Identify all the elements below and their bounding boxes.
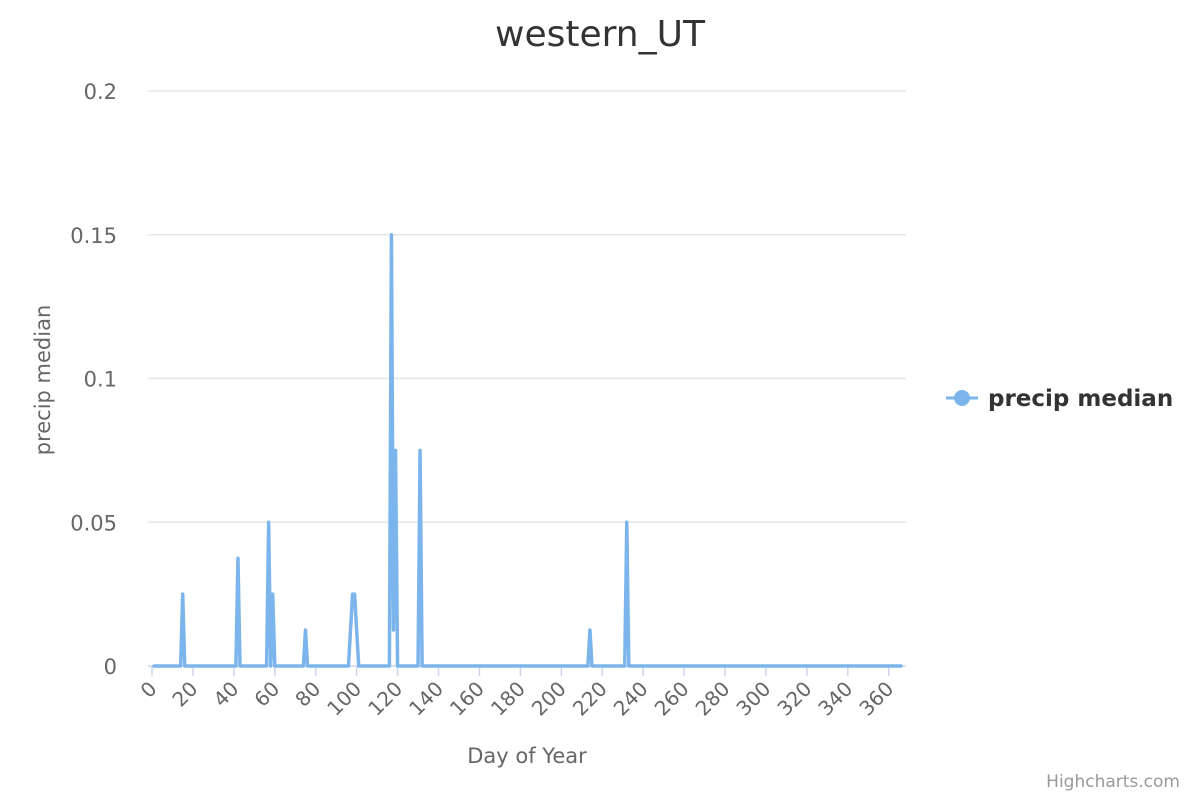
x-tick-label: 160 bbox=[445, 677, 489, 721]
x-tick-label: 360 bbox=[854, 677, 898, 721]
y-axis-title: precip median bbox=[31, 305, 55, 456]
x-tick-label: 320 bbox=[772, 677, 816, 721]
legend-series-label: precip median bbox=[988, 386, 1173, 412]
y-tick-label: 0.15 bbox=[70, 224, 117, 248]
x-tick-label: 140 bbox=[404, 677, 448, 721]
x-tick-label: 200 bbox=[527, 677, 571, 721]
y-tick-label: 0.2 bbox=[84, 80, 117, 104]
x-tick-label: 280 bbox=[691, 677, 735, 721]
x-tick-label: 40 bbox=[208, 677, 243, 712]
chart-title: western_UT bbox=[495, 14, 705, 55]
x-tick-label: 80 bbox=[290, 677, 325, 712]
credits-link[interactable]: Highcharts.com bbox=[1046, 772, 1180, 792]
grid-lines bbox=[148, 90, 906, 523]
x-tick-label: 240 bbox=[609, 677, 653, 721]
y-tick-label: 0 bbox=[104, 655, 117, 679]
x-tick-label: 220 bbox=[568, 677, 612, 721]
y-axis-ticks: 0 0.05 0.1 0.15 0.2 bbox=[70, 80, 117, 679]
x-tick-label: 340 bbox=[813, 677, 857, 721]
series-line[interactable] bbox=[152, 233, 903, 668]
x-tick-label: 100 bbox=[322, 677, 366, 721]
x-tick-label: 180 bbox=[486, 677, 530, 721]
x-tick-label: 120 bbox=[363, 677, 407, 721]
x-tick-label: 300 bbox=[731, 677, 775, 721]
legend[interactable]: precip median bbox=[946, 386, 1173, 412]
x-tick-label: 0 bbox=[136, 677, 162, 703]
x-tick-label: 20 bbox=[167, 677, 202, 712]
y-tick-label: 0.1 bbox=[84, 368, 117, 392]
x-axis-ticks: 0 20 40 60 801001201401601802002202402602803… bbox=[136, 666, 898, 721]
series-layer bbox=[152, 233, 903, 668]
x-tick-label: 260 bbox=[650, 677, 694, 721]
x-axis-title: Day of Year bbox=[467, 744, 587, 768]
x-tick-label: 60 bbox=[249, 677, 284, 712]
legend-series-marker bbox=[954, 390, 970, 406]
y-tick-label: 0.05 bbox=[70, 511, 117, 535]
